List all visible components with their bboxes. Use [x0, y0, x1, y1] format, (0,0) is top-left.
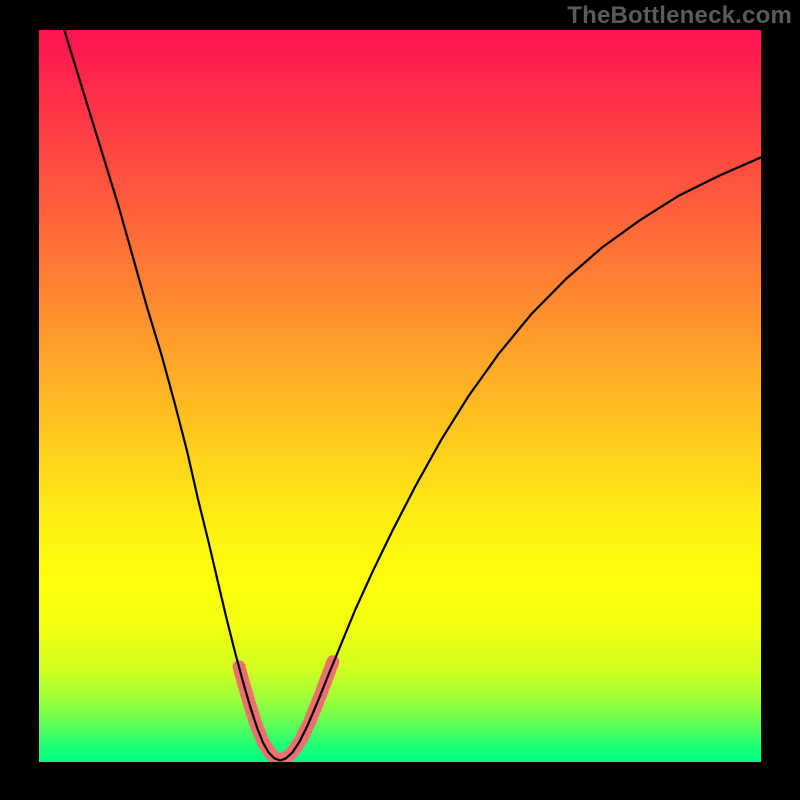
plot-area	[39, 30, 761, 762]
plot-svg	[39, 30, 761, 762]
chart-frame: TheBottleneck.com	[0, 0, 800, 800]
watermark-text: TheBottleneck.com	[567, 2, 792, 30]
gradient-background	[39, 30, 761, 762]
